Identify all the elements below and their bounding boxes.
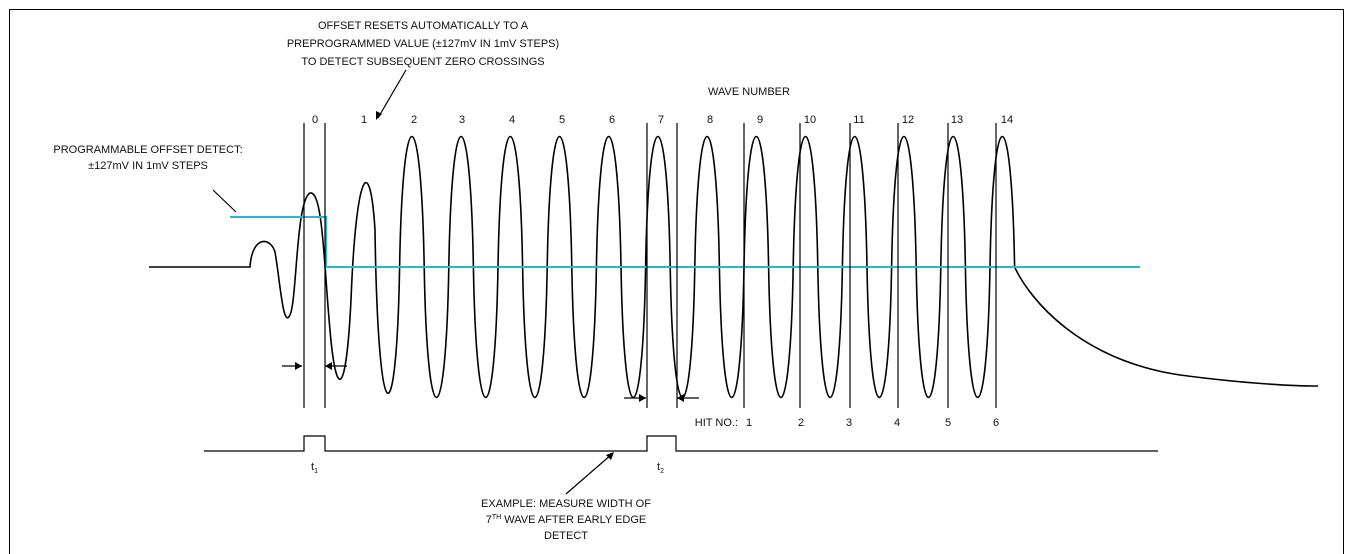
offset-reset-line-1: OFFSET RESETS AUTOMATICALLY TO A — [318, 20, 529, 32]
waveform-trace — [149, 135, 1319, 399]
programmable-offset-leader — [212, 189, 237, 213]
pulse-label-t1: t1 — [311, 461, 318, 475]
wave-number-3: 3 — [459, 114, 465, 126]
hit-number-1: 1 — [746, 417, 752, 429]
wave-number-8: 8 — [707, 114, 713, 126]
width-arrows-t2 — [624, 394, 699, 402]
wave-number-7: 7 — [658, 114, 664, 126]
hit-number-6: 6 — [993, 417, 999, 429]
offset-reset-line-3: TO DETECT SUBSEQUENT ZERO CROSSINGS — [301, 56, 544, 68]
hit-number-label: HIT NO.: — [695, 417, 738, 429]
diagram-frame — [9, 9, 1344, 554]
width-arrows-t1 — [282, 362, 347, 370]
wave-number-title: WAVE NUMBER — [708, 86, 790, 98]
programmable-offset-line-2: ±127mV IN 1mV STEPS — [88, 160, 208, 172]
crossing-markers — [303, 123, 997, 408]
offset-threshold-line — [230, 216, 1140, 268]
wave-number-6: 6 — [609, 114, 615, 126]
example-leader — [565, 453, 613, 495]
hit-number-4: 4 — [894, 417, 900, 429]
wave-number-1: 1 — [361, 114, 367, 126]
example-line-2: 7TH WAVE AFTER EARLY EDGE — [486, 514, 647, 526]
wave-number-0: 0 — [312, 114, 318, 126]
wave-number-14: 14 — [1001, 114, 1013, 126]
wave-number-12: 12 — [902, 114, 914, 126]
wave-number-labels: 0 1 2 3 4 5 6 7 8 9 10 11 12 13 14 — [312, 114, 1013, 126]
example-line-3: DETECT — [544, 530, 588, 542]
wave-number-2: 2 — [411, 114, 417, 126]
wave-number-9: 9 — [757, 114, 763, 126]
wave-number-10: 10 — [804, 114, 816, 126]
wave-number-5: 5 — [559, 114, 565, 126]
pulse-output-line — [204, 435, 1158, 452]
wave-number-11: 11 — [853, 114, 864, 126]
example-line-1: EXAMPLE: MEASURE WIDTH OF — [481, 498, 651, 510]
programmable-offset-line-1: PROGRAMMABLE OFFSET DETECT: — [53, 144, 242, 156]
hit-number-2: 2 — [798, 417, 804, 429]
wave-number-13: 13 — [951, 114, 963, 126]
hit-number-5: 5 — [945, 417, 951, 429]
hit-number-labels: 1 2 3 4 5 6 — [746, 417, 999, 429]
offset-reset-leader — [377, 69, 407, 119]
offset-reset-line-2: PREPROGRAMMED VALUE (±127mV IN 1mV STEPS… — [287, 38, 559, 50]
pulse-label-t2: t2 — [657, 461, 664, 475]
wave-number-4: 4 — [509, 114, 515, 126]
hit-number-3: 3 — [846, 417, 852, 429]
